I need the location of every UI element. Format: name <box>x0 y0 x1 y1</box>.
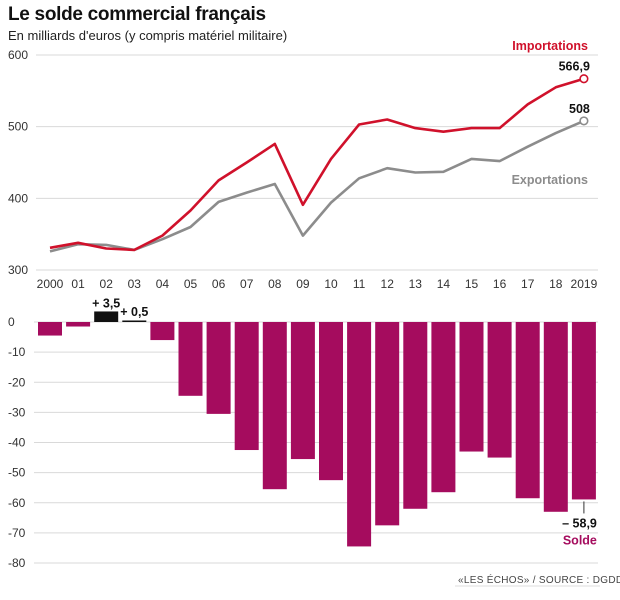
x-tick-label: 15 <box>465 277 479 291</box>
series-end-value-exportations: 508 <box>569 102 590 116</box>
x-tick-label: 03 <box>128 277 142 291</box>
x-tick-label: 01 <box>71 277 85 291</box>
x-tick-label: 14 <box>437 277 451 291</box>
bottom-y-tick-label: -50 <box>8 466 26 480</box>
bar-solde-06 <box>206 322 231 414</box>
x-tick-label: 16 <box>493 277 507 291</box>
bar-solde-12 <box>375 322 400 526</box>
x-tick-label: 11 <box>353 277 366 291</box>
bottom-y-tick-label: -60 <box>8 496 26 510</box>
bottom-y-tick-label: -20 <box>8 375 26 389</box>
series-line-exportations <box>49 119 585 253</box>
bar-solde-16 <box>487 322 512 458</box>
bar-annotation: + 3,5 <box>92 296 120 310</box>
series-label-importations: Importations <box>512 39 588 53</box>
x-tick-label: 10 <box>324 277 338 291</box>
series-endpoint-exportations <box>579 116 589 126</box>
bar-solde-14 <box>431 322 456 493</box>
bottom-y-tick-label: -80 <box>8 556 26 570</box>
chart-title: Le solde commercial français <box>8 4 266 25</box>
top-y-tick-label: 300 <box>8 263 28 277</box>
x-tick-label: 12 <box>381 277 395 291</box>
bar-solde-08 <box>262 322 287 490</box>
legend-solde: Solde <box>563 533 597 547</box>
bar-solde-2019 <box>571 322 596 500</box>
bar-solde-15 <box>459 322 484 452</box>
x-tick-label: 07 <box>240 277 254 291</box>
x-tick-label: 09 <box>296 277 310 291</box>
bar-solde-10 <box>319 322 343 481</box>
series-label-exportations: Exportations <box>512 173 588 187</box>
top-y-tick-label: 400 <box>8 191 28 205</box>
bar-solde-18 <box>543 322 568 512</box>
x-tick-label: 13 <box>409 277 423 291</box>
bottom-y-tick-label: -40 <box>8 436 26 450</box>
bar-solde-02 <box>94 311 119 322</box>
source-credit: «LES ÉCHOS» / SOURCE : DGDDI <box>458 573 620 586</box>
x-tick-label: 04 <box>156 277 170 291</box>
bottom-y-tick-label: -70 <box>8 526 26 540</box>
x-tick-label: 18 <box>549 277 563 291</box>
x-tick-label: 08 <box>268 277 282 291</box>
chart-subtitle: En milliards d'euros (y compris matériel… <box>8 28 288 43</box>
bar-solde-09 <box>290 322 315 460</box>
x-tick-label: 17 <box>521 277 535 291</box>
top-y-tick-label: 500 <box>8 120 28 134</box>
bar-solde-13 <box>403 322 428 509</box>
bar-solde-17 <box>515 322 540 499</box>
x-tick-label: 2000 <box>37 277 64 291</box>
series-end-value-importations: 566,9 <box>559 60 590 74</box>
bar-annotation: – 58,9 <box>562 516 597 530</box>
bottom-y-tick-label: 0 <box>8 315 15 329</box>
x-tick-label: 06 <box>212 277 226 291</box>
bar-solde-2000 <box>38 322 62 336</box>
bar-solde-01 <box>66 322 91 327</box>
bar-solde-05 <box>178 322 203 396</box>
bar-annotation: + 0,5 <box>120 305 148 319</box>
bottom-y-tick-label: -30 <box>8 405 26 419</box>
x-tick-label: 02 <box>100 277 114 291</box>
x-tick-label: 2019 <box>571 277 598 291</box>
bottom-y-tick-label: -10 <box>8 345 26 359</box>
series-line-importations <box>49 77 585 252</box>
x-tick-label: 05 <box>184 277 198 291</box>
series-endpoint-importations <box>579 74 589 84</box>
bar-solde-07 <box>234 322 259 451</box>
bar-solde-11 <box>347 322 372 547</box>
bar-solde-04 <box>150 322 175 341</box>
top-y-tick-label: 600 <box>8 48 28 62</box>
bar-solde-03 <box>122 320 147 322</box>
